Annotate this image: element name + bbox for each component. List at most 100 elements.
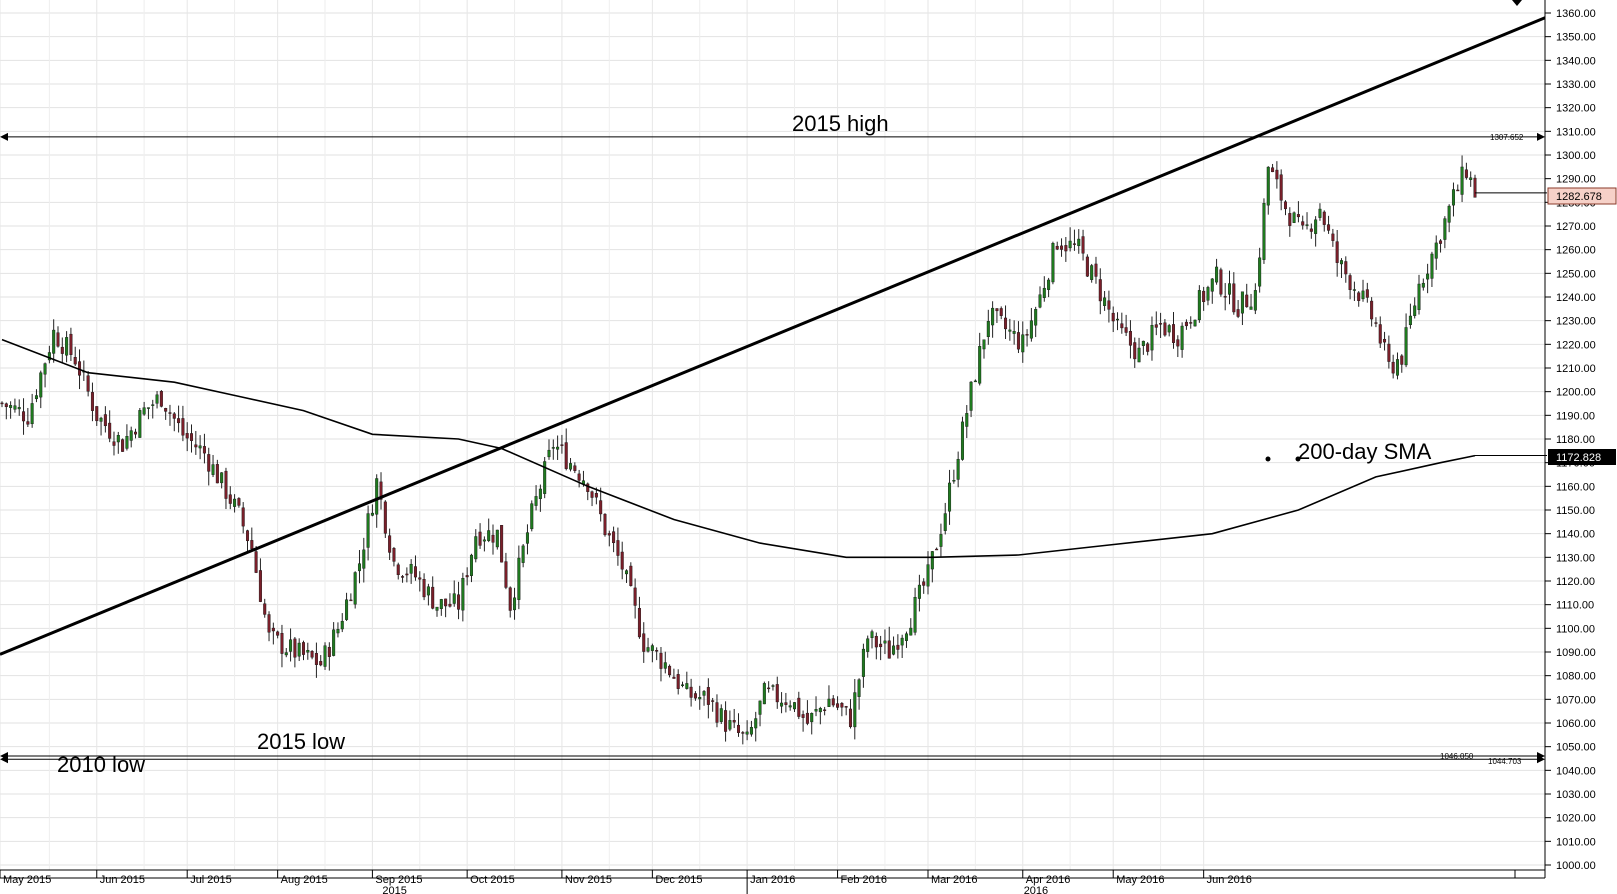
candle-body bbox=[676, 674, 680, 689]
candle-body bbox=[1292, 212, 1296, 223]
y-tick-label: 1320.00 bbox=[1556, 103, 1596, 115]
candle-body bbox=[681, 684, 685, 686]
candle-body bbox=[1434, 242, 1438, 259]
label-2015-low: 2015 low bbox=[257, 729, 345, 754]
candle-body bbox=[508, 587, 512, 611]
candle-body bbox=[1240, 291, 1244, 314]
candle-body bbox=[732, 720, 736, 723]
candle-body bbox=[672, 676, 676, 679]
candlestick-series bbox=[0, 155, 1477, 745]
y-tick-label: 1180.00 bbox=[1556, 434, 1595, 446]
y-tick-label: 1340.00 bbox=[1556, 55, 1596, 67]
candle-body bbox=[642, 633, 646, 652]
candle-body bbox=[823, 709, 827, 711]
candle-body bbox=[1150, 325, 1154, 351]
candle-body bbox=[1094, 263, 1098, 277]
y-tick-label: 1360.00 bbox=[1556, 8, 1596, 20]
hline-arrow-right bbox=[1537, 132, 1545, 141]
candle-body bbox=[788, 705, 792, 708]
hline-arrow-left bbox=[0, 755, 8, 764]
candle-body bbox=[388, 535, 392, 553]
grid-lines bbox=[0, 0, 1545, 870]
label-200-day-sma: 200-day SMA bbox=[1298, 439, 1432, 464]
y-tick-label: 1090.00 bbox=[1556, 647, 1596, 659]
candle-body bbox=[345, 599, 349, 620]
candle-body bbox=[336, 629, 340, 634]
candle-body bbox=[1391, 361, 1395, 374]
candle-body bbox=[1060, 245, 1064, 250]
candle-body bbox=[332, 629, 336, 656]
candle-body bbox=[603, 513, 607, 536]
candle-body bbox=[1197, 290, 1201, 321]
candle-body bbox=[142, 407, 146, 415]
candle-body bbox=[478, 531, 482, 546]
candle-body bbox=[956, 458, 960, 480]
candle-body bbox=[323, 645, 327, 667]
candle-body bbox=[134, 431, 138, 435]
y-tick-label: 1210.00 bbox=[1556, 363, 1596, 375]
candle-body bbox=[1447, 205, 1451, 223]
candle-body bbox=[1245, 294, 1249, 308]
candle-body bbox=[439, 599, 443, 609]
candle-body bbox=[207, 454, 211, 472]
candle-body bbox=[1314, 219, 1318, 234]
candle-body bbox=[1034, 309, 1038, 326]
candle-body bbox=[551, 447, 555, 449]
candle-body bbox=[792, 702, 796, 710]
candle-body bbox=[685, 683, 689, 689]
candle-body bbox=[198, 445, 202, 449]
candle-body bbox=[909, 627, 913, 636]
candle-body bbox=[616, 540, 620, 556]
trendline bbox=[0, 16, 1546, 656]
candle-body bbox=[504, 561, 508, 588]
candle-body bbox=[887, 640, 891, 659]
candle-body bbox=[362, 549, 366, 569]
sma-200-line bbox=[1, 338, 1476, 559]
candle-body bbox=[1258, 257, 1262, 287]
candle-body bbox=[620, 551, 624, 570]
candle-body bbox=[13, 405, 17, 410]
x-month-label: Nov 2015 bbox=[565, 874, 612, 886]
candle-body bbox=[874, 635, 878, 648]
candle-body bbox=[383, 501, 387, 534]
candle-body bbox=[1339, 260, 1343, 265]
candle-body bbox=[978, 346, 982, 384]
candle-body bbox=[1141, 340, 1145, 346]
candle-body bbox=[1111, 312, 1115, 322]
y-tick-label: 1190.00 bbox=[1556, 410, 1595, 422]
candle-body bbox=[310, 651, 314, 658]
candle-body bbox=[1133, 342, 1137, 360]
candle-body bbox=[965, 413, 969, 427]
candle-body bbox=[159, 391, 163, 407]
y-tick-label: 1270.00 bbox=[1556, 221, 1596, 233]
candle-body bbox=[474, 536, 478, 560]
candle-body bbox=[1236, 309, 1240, 317]
candle-body bbox=[1305, 224, 1309, 226]
candle-body bbox=[1128, 330, 1132, 346]
candle-body bbox=[1456, 189, 1460, 192]
hline-value-label: 1046.050 bbox=[1440, 752, 1474, 761]
candle-body bbox=[960, 421, 964, 460]
candle-body bbox=[47, 352, 51, 361]
candle-body bbox=[870, 631, 874, 638]
candle-body bbox=[1301, 221, 1305, 226]
x-month-label: Dec 2015 bbox=[655, 874, 702, 886]
candle-body bbox=[327, 646, 331, 657]
candle-body bbox=[1029, 320, 1033, 339]
candle-body bbox=[1318, 208, 1322, 218]
candle-body bbox=[637, 607, 641, 638]
candle-body bbox=[1172, 324, 1176, 343]
y-tick-label: 1040.00 bbox=[1556, 765, 1596, 777]
candle-body bbox=[314, 653, 318, 665]
candle-body bbox=[818, 708, 822, 713]
candle-body bbox=[698, 697, 702, 700]
y-tick-label: 1350.00 bbox=[1556, 32, 1596, 44]
candle-body bbox=[586, 483, 590, 492]
candle-body bbox=[258, 570, 262, 602]
candle-body bbox=[1413, 305, 1417, 316]
candle-body bbox=[1331, 233, 1335, 241]
candle-body bbox=[780, 702, 784, 707]
candle-body bbox=[607, 533, 611, 536]
candle-body bbox=[1408, 315, 1412, 326]
candle-body bbox=[1004, 317, 1008, 330]
